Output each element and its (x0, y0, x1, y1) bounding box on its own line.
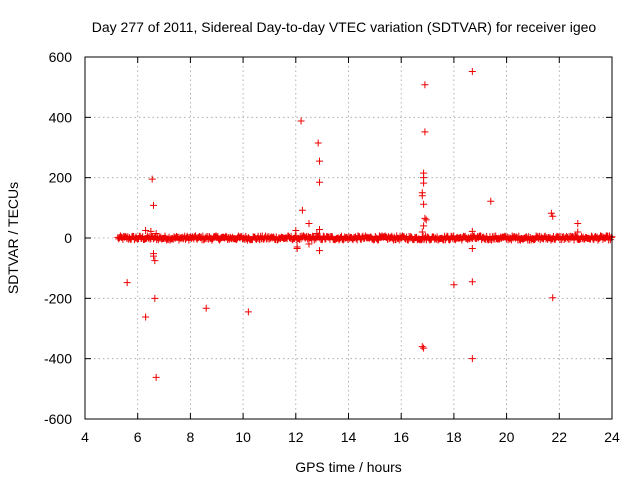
band-point (256, 236, 264, 244)
axis-ticks: 4 6 8 10 12 14 16 18 20 22 24 -600 -400 -200 0 200 400 60… (44, 49, 620, 445)
x-axis-label: GPS time / hours (295, 459, 402, 475)
y-tick-label: -400 (44, 351, 72, 367)
x-tick-label: 20 (499, 429, 515, 445)
data-point (313, 229, 321, 237)
data-point (142, 313, 150, 321)
data-point (244, 308, 252, 316)
data-point (487, 197, 495, 205)
x-tick-label: 12 (288, 429, 304, 445)
x-tick-label: 22 (552, 429, 568, 445)
data-point (468, 278, 476, 286)
data-point (151, 294, 159, 302)
data-point (316, 178, 324, 186)
x-tick-label: 24 (604, 429, 620, 445)
data-points (123, 67, 582, 381)
y-tick-label: -600 (44, 411, 72, 427)
x-tick-label: 18 (446, 429, 462, 445)
data-point (150, 201, 158, 209)
data-point (421, 128, 429, 136)
data-point (421, 214, 429, 222)
y-tick-label: 200 (49, 170, 73, 186)
data-point (468, 355, 476, 363)
data-point (468, 67, 476, 75)
y-tick-label: 600 (49, 49, 73, 65)
band-point (488, 236, 496, 244)
data-point (468, 245, 476, 253)
data-point (420, 179, 428, 187)
data-point (123, 279, 131, 287)
y-tick-label: -200 (44, 290, 72, 306)
data-point (151, 257, 159, 265)
data-point (147, 227, 155, 235)
band-point (381, 232, 389, 240)
data-point (468, 227, 476, 235)
data-point (420, 222, 428, 230)
x-tick-label: 16 (393, 429, 409, 445)
data-point (547, 209, 555, 217)
data-point (297, 117, 305, 125)
plot-frame (84, 56, 613, 420)
data-point (418, 343, 426, 351)
data-point (298, 206, 306, 214)
data-point (314, 139, 322, 147)
data-point (450, 281, 458, 289)
data-point (316, 157, 324, 165)
data-point (152, 373, 160, 381)
data-point (420, 200, 428, 208)
data-point (305, 220, 313, 228)
data-point (418, 228, 426, 236)
y-tick-label: 400 (49, 109, 73, 125)
data-point (421, 81, 429, 89)
y-tick-label: 0 (64, 230, 72, 246)
chart-title: Day 277 of 2011, Sidereal Day-to-day VTE… (92, 19, 597, 35)
x-tick-label: 8 (187, 429, 195, 445)
data-point (152, 229, 160, 237)
data-point (574, 228, 582, 236)
data-point (148, 175, 156, 183)
x-tick-label: 6 (134, 429, 142, 445)
data-point (418, 192, 426, 200)
band-point (607, 233, 615, 241)
near-zero-band (114, 232, 616, 244)
x-tick-label: 14 (341, 429, 357, 445)
data-point (202, 304, 210, 312)
data-point (316, 226, 324, 234)
data-point (292, 226, 300, 234)
data-point (305, 240, 313, 248)
data-point (150, 252, 158, 260)
data-point (422, 216, 430, 224)
x-tick-label: 4 (81, 429, 89, 445)
data-point (549, 212, 557, 220)
x-tick-label: 10 (235, 429, 251, 445)
data-point (574, 220, 582, 228)
data-point (549, 294, 557, 302)
data-point (142, 226, 150, 234)
data-point (293, 245, 301, 253)
y-axis-label: SDTVAR / TECUs (5, 182, 21, 294)
data-point (420, 344, 428, 352)
data-point (316, 247, 324, 255)
